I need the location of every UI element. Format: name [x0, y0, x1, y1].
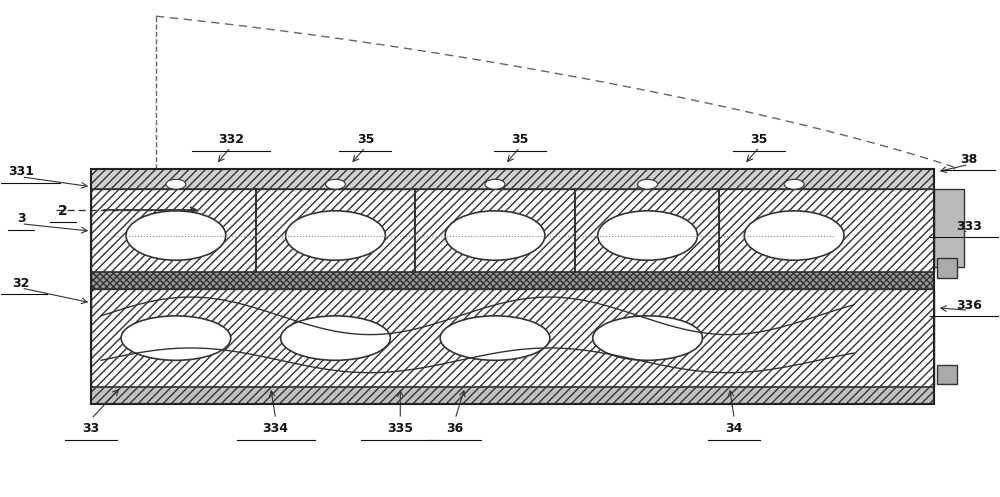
Circle shape: [325, 179, 345, 189]
Text: 32: 32: [13, 277, 30, 290]
Text: 2: 2: [58, 204, 68, 219]
Text: 332: 332: [218, 133, 244, 146]
Bar: [91, 387, 934, 404]
Bar: [937, 365, 957, 384]
Text: 38: 38: [960, 153, 977, 166]
Text: 336: 336: [956, 299, 982, 312]
Text: 35: 35: [357, 133, 374, 146]
Ellipse shape: [593, 316, 702, 360]
Text: 331: 331: [8, 166, 34, 178]
Text: 3: 3: [17, 212, 26, 225]
Bar: [91, 169, 934, 189]
Text: 35: 35: [511, 133, 529, 146]
Text: 35: 35: [751, 133, 768, 146]
Circle shape: [638, 179, 658, 189]
Text: 33: 33: [83, 422, 100, 435]
Bar: [91, 289, 934, 387]
Text: 36: 36: [446, 422, 464, 435]
Bar: [934, 189, 964, 267]
Ellipse shape: [281, 316, 390, 360]
Ellipse shape: [126, 211, 226, 260]
Ellipse shape: [440, 316, 550, 360]
Ellipse shape: [286, 211, 385, 260]
Circle shape: [784, 179, 804, 189]
Ellipse shape: [744, 211, 844, 260]
Bar: [937, 258, 957, 278]
Bar: [91, 169, 934, 404]
Ellipse shape: [598, 211, 697, 260]
Circle shape: [485, 179, 505, 189]
Circle shape: [166, 179, 186, 189]
Ellipse shape: [121, 316, 231, 360]
Text: 333: 333: [956, 220, 982, 233]
Ellipse shape: [445, 211, 545, 260]
Text: 335: 335: [387, 422, 413, 435]
Text: 334: 334: [263, 422, 289, 435]
Bar: [91, 189, 934, 272]
Bar: [91, 272, 934, 289]
Text: 34: 34: [726, 422, 743, 435]
